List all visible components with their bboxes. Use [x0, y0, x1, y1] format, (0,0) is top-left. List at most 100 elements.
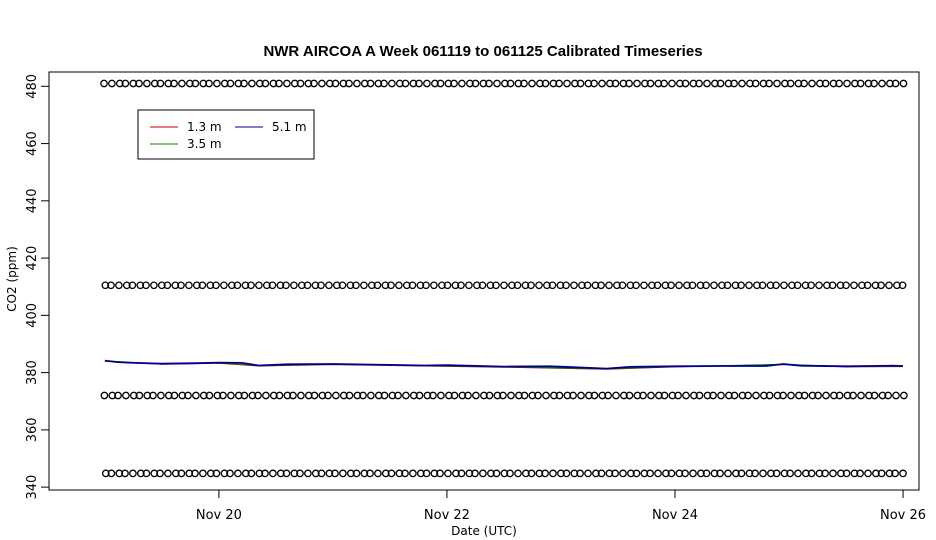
- standard-point: [107, 281, 115, 290]
- standard-point: [725, 391, 733, 400]
- standard-point: [541, 79, 550, 88]
- standard-point: [135, 391, 144, 400]
- standard-point: [275, 79, 283, 88]
- standard-point: [795, 391, 803, 400]
- standard-point: [605, 281, 613, 290]
- standard-point: [536, 79, 544, 88]
- standard-point: [653, 281, 662, 290]
- standard-point: [150, 281, 158, 290]
- standard-point: [122, 391, 130, 400]
- standard-point: [128, 281, 137, 290]
- standard-point: [878, 391, 887, 400]
- standard-point: [900, 391, 908, 400]
- standard-point: [746, 79, 754, 88]
- standard-point: [816, 79, 824, 88]
- standard-point: [626, 281, 635, 290]
- standard-point: [171, 469, 180, 478]
- standard-point: [150, 469, 159, 478]
- standard-point: [738, 79, 746, 88]
- standard-point: [625, 391, 634, 400]
- standard-point: [135, 79, 143, 88]
- standard-point: [562, 281, 570, 290]
- standard-point: [437, 391, 445, 400]
- standard-point: [198, 281, 207, 290]
- standard-point: [632, 281, 640, 290]
- standard-point: [164, 469, 172, 478]
- standard-point: [676, 79, 684, 88]
- standard-point: [415, 79, 423, 88]
- standard-point: [479, 79, 488, 88]
- standard-point: [576, 79, 585, 88]
- x-axis: Nov 20 Nov 22 Nov 24 Nov 26: [196, 490, 926, 523]
- standard-point: [794, 469, 802, 478]
- standard-point: [521, 281, 530, 290]
- standard-point: [213, 391, 222, 400]
- standard-point: [451, 281, 460, 290]
- standard-point: [282, 469, 291, 478]
- standard-point: [528, 79, 536, 88]
- standard-point: [409, 469, 417, 478]
- standard-point: [359, 391, 367, 400]
- standard-point: [178, 391, 187, 400]
- standard-point: [283, 79, 291, 88]
- standard-point: [325, 281, 333, 290]
- standard-point: [171, 281, 180, 290]
- standard-point: [248, 79, 256, 88]
- standard-point: [184, 391, 192, 400]
- standard-point: [507, 391, 515, 400]
- y-axis: 340 360 380 400 420 440 460 480: [25, 74, 49, 500]
- standard-point: [760, 391, 768, 400]
- standard-point: [213, 79, 221, 88]
- standard-point: [605, 469, 614, 478]
- standard-point: [646, 79, 655, 88]
- standard-point: [724, 469, 732, 478]
- standard-point: [199, 79, 208, 88]
- standard-point: [506, 79, 515, 88]
- co2-series-lines: [104, 359, 904, 370]
- standard-point: [703, 391, 712, 400]
- standard-point: [101, 469, 110, 478]
- standard-point: [585, 391, 593, 400]
- standard-point: [836, 281, 845, 290]
- standard-point: [121, 469, 129, 478]
- standard-point: [352, 469, 361, 478]
- standard-point: [598, 79, 606, 88]
- standard-point: [227, 391, 235, 400]
- standard-point: [353, 79, 361, 88]
- standard-point: [311, 281, 320, 290]
- standard-point: [430, 469, 439, 478]
- standard-point: [387, 281, 395, 290]
- standard-point: [373, 281, 382, 290]
- standard-point: [486, 281, 495, 290]
- standard-point: [815, 281, 823, 290]
- standard-point: [212, 281, 220, 290]
- standard-point: [297, 281, 306, 290]
- standard-point: [753, 281, 761, 290]
- standard-point: [821, 469, 829, 478]
- standard-point: [766, 281, 775, 290]
- standard-point: [752, 391, 760, 400]
- standard-point: [457, 469, 466, 478]
- standard-point: [394, 391, 402, 400]
- standard-point: [493, 79, 501, 88]
- standard-point: [772, 469, 781, 478]
- standard-point: [606, 79, 614, 88]
- standard-point: [430, 281, 438, 290]
- standard-point: [185, 469, 194, 478]
- standard-point: [290, 281, 298, 290]
- standard-point: [562, 469, 571, 478]
- standard-point: [822, 391, 830, 400]
- series-line-5-1-m: [104, 359, 904, 370]
- standard-point: [304, 79, 313, 88]
- standard-point: [199, 391, 208, 400]
- standard-point: [640, 469, 649, 478]
- standard-point: [732, 469, 740, 478]
- standard-point: [508, 281, 516, 290]
- standard-point: [473, 281, 481, 290]
- standard-point: [787, 391, 795, 400]
- standard-point: [311, 469, 320, 478]
- standard-point: [108, 79, 116, 88]
- standard-point: [899, 469, 907, 478]
- standard-point: [843, 391, 852, 400]
- standard-point: [499, 391, 507, 400]
